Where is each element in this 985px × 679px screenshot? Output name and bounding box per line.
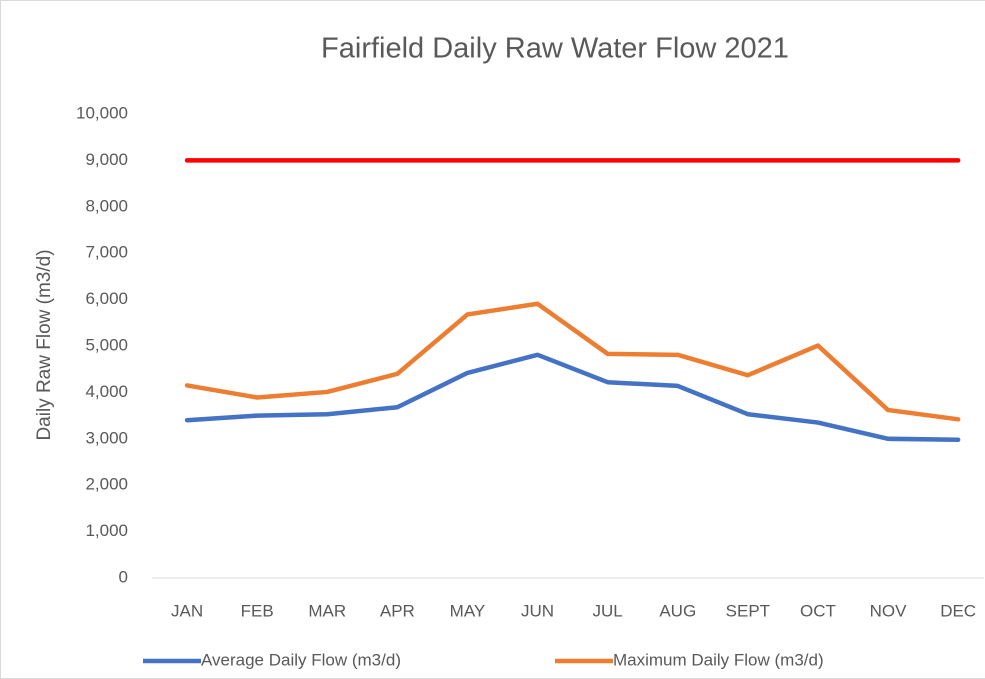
x-tick-label: JUL: [593, 601, 623, 620]
chart-title: Fairfield Daily Raw Water Flow 2021: [321, 33, 789, 65]
y-tick-label: 5,000: [85, 335, 128, 354]
x-tick-label: JAN: [171, 601, 203, 620]
y-tick-label: 3,000: [85, 428, 128, 447]
x-tick-label: MAR: [308, 601, 346, 620]
series-line: [184, 301, 961, 422]
x-tick-label: DEC: [940, 601, 976, 620]
x-tick-label: APR: [380, 601, 415, 620]
x-tick-label: JUN: [521, 601, 554, 620]
x-tick-label: SEPT: [726, 601, 770, 620]
y-tick-label: 7,000: [85, 243, 128, 262]
x-tick-label: OCT: [800, 601, 836, 620]
y-tick-label: 2,000: [85, 475, 128, 494]
x-tick-label: AUG: [659, 601, 696, 620]
y-tick-label: 1,000: [85, 521, 128, 540]
y-tick-label: 8,000: [85, 196, 128, 215]
x-tick-label: MAY: [450, 601, 486, 620]
y-tick-label: 0: [119, 567, 128, 586]
legend-label: Average Daily Flow (m3/d): [201, 650, 401, 669]
y-axis-label: Daily Raw Flow (m3/d): [34, 249, 55, 440]
y-tick-label: 6,000: [85, 289, 128, 308]
x-tick-label: NOV: [870, 601, 908, 620]
y-tick-label: 4,000: [85, 382, 128, 401]
x-tick-label: FEB: [241, 601, 274, 620]
legend-label: Maximum Daily Flow (m3/d): [613, 650, 824, 669]
y-tick-label: 9,000: [85, 150, 128, 169]
series-line: [184, 352, 961, 442]
y-tick-label: 10,000: [76, 103, 128, 122]
